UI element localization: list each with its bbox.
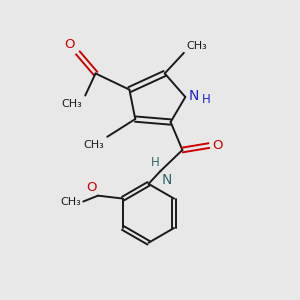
Text: N: N	[161, 173, 172, 187]
Text: O: O	[86, 181, 97, 194]
Text: O: O	[212, 139, 222, 152]
Text: CH₃: CH₃	[186, 41, 207, 51]
Text: H: H	[151, 156, 160, 169]
Text: O: O	[64, 38, 75, 51]
Text: H: H	[202, 93, 210, 106]
Text: CH₃: CH₃	[60, 196, 81, 206]
Text: CH₃: CH₃	[84, 140, 104, 150]
Text: CH₃: CH₃	[61, 99, 82, 109]
Text: N: N	[188, 88, 199, 103]
